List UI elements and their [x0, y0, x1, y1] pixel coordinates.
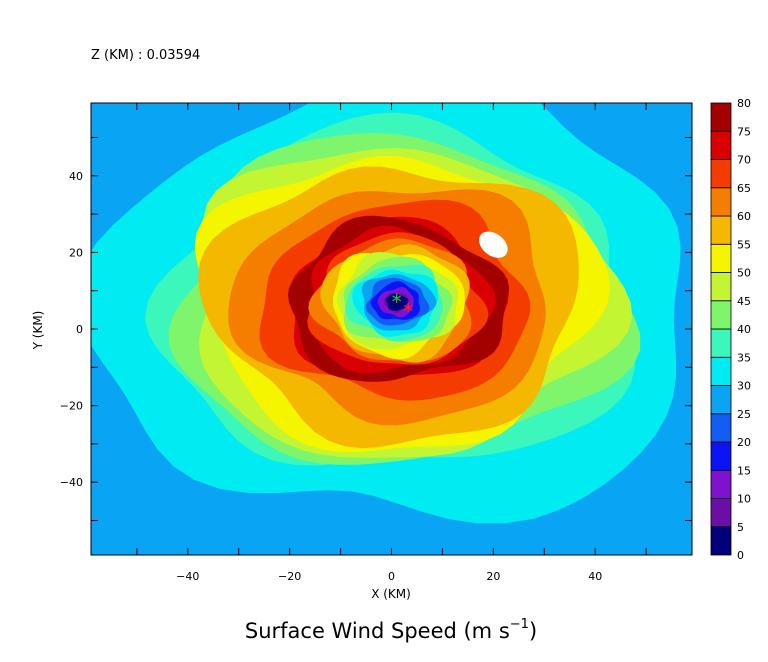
x-tick-label: 40 [588, 570, 602, 583]
x-tick-label: −40 [176, 570, 199, 583]
level-header: Z (KM) : 0.03594 [91, 48, 200, 63]
y-axis: −40 −20 0 20 40 [60, 136, 692, 522]
y-tick-label: 0 [76, 323, 83, 336]
colorbar-swatch [710, 130, 732, 160]
chart-title-main: Surface Wind Speed (m s [245, 619, 510, 643]
colorbar-swatch [710, 300, 732, 330]
colorbar-swatch [710, 102, 732, 132]
colorbar-label: 10 [737, 493, 751, 506]
colorbar-swatch [710, 215, 732, 245]
colorbar-label: 15 [737, 464, 751, 477]
chart-title-close: ) [529, 619, 537, 643]
colorbar-label: 70 [737, 154, 751, 167]
colorbar-label: 30 [737, 380, 751, 393]
colorbar-label: 35 [737, 351, 751, 364]
colorbar-swatch [710, 272, 732, 302]
x-axis-label: X (KM) [371, 587, 411, 601]
x-tick-label: 20 [486, 570, 500, 583]
colorbar-swatch [710, 356, 732, 386]
y-tick-label: −20 [60, 400, 83, 413]
colorbar-swatch [710, 413, 732, 443]
chart-title-exponent: −1 [510, 617, 529, 632]
colorbar-label: 5 [737, 521, 744, 534]
colorbar-label: 45 [737, 295, 751, 308]
colorbar-label: 60 [737, 210, 751, 223]
colorbar-label: 0 [737, 549, 744, 562]
y-tick-label: −40 [60, 476, 83, 489]
colorbar-label: 75 [737, 125, 751, 138]
colorbar-swatch [710, 469, 732, 499]
x-axis: −40 −20 0 20 40 [136, 103, 647, 583]
x-tick-label: 0 [388, 570, 395, 583]
colorbar: 0 5 10 15 20 25 30 35 40 45 50 55 60 65 70 75 80 [710, 97, 751, 562]
colorbar-label: 80 [737, 97, 751, 110]
colorbar-swatch [710, 187, 732, 217]
eye-band-0-5 [385, 293, 409, 311]
plot-overlay: * * [392, 231, 508, 323]
x-tick-label: −20 [278, 570, 301, 583]
storm-marker-0: * [392, 290, 402, 314]
storm-marker-1: * [403, 299, 413, 323]
colorbar-label: 20 [737, 436, 751, 449]
colorbar-swatch [710, 441, 732, 471]
contour-field [91, 103, 692, 555]
colorbar-swatch [710, 498, 732, 528]
colorbar-label: 40 [737, 323, 751, 336]
y-axis-label: Y (KM) [31, 311, 45, 351]
max-speed-region [479, 231, 508, 258]
chart-title: Surface Wind Speed (m s−1) [245, 617, 537, 643]
colorbar-label: 50 [737, 267, 751, 280]
colorbar-swatch [710, 159, 732, 189]
colorbar-label: 65 [737, 182, 751, 195]
colorbar-label: 25 [737, 408, 751, 421]
y-tick-label: 20 [69, 246, 83, 259]
colorbar-swatch [710, 526, 732, 556]
colorbar-label: 55 [737, 238, 751, 251]
y-tick-label: 40 [69, 170, 83, 183]
colorbar-swatch [710, 385, 732, 415]
colorbar-swatch [710, 243, 732, 273]
colorbar-swatch [710, 328, 732, 358]
